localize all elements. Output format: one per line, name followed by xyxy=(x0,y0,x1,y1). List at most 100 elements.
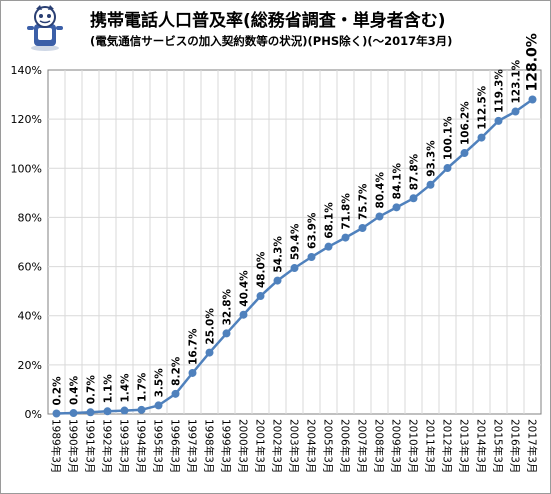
data-point xyxy=(358,223,367,232)
y-tick-label: 140% xyxy=(11,64,42,77)
x-tick-label: 2002年3月 xyxy=(271,419,284,473)
chart-subtitle: (電気通信サービスの加入契約数等の状況)(PHS除く)(〜2017年3月) xyxy=(90,34,453,48)
data-label: 68.1% xyxy=(324,202,336,239)
data-label: 59.4% xyxy=(290,223,302,260)
data-label: 32.8% xyxy=(222,288,234,325)
data-point xyxy=(137,405,146,414)
x-tick-label: 1993年3月 xyxy=(118,419,131,473)
y-tick-label: 100% xyxy=(11,162,42,175)
data-label: 0.4% xyxy=(69,375,81,405)
data-point xyxy=(460,149,469,158)
y-tick-label: 40% xyxy=(18,310,42,323)
data-point xyxy=(511,107,520,116)
y-tick-label: 60% xyxy=(18,261,42,274)
data-point xyxy=(494,116,503,125)
data-point xyxy=(205,348,214,357)
y-tick-label: 0% xyxy=(25,408,42,421)
data-point xyxy=(256,292,265,301)
x-tick-label: 1997年3月 xyxy=(186,419,199,473)
data-label: 25.0% xyxy=(205,308,217,345)
x-tick-label: 2004年3月 xyxy=(305,419,318,473)
data-label: 3.5% xyxy=(154,368,166,398)
data-point xyxy=(392,203,401,212)
data-label: 1.1% xyxy=(103,374,115,404)
data-label: 75.7% xyxy=(358,183,370,220)
data-point xyxy=(375,212,384,221)
data-point xyxy=(290,264,299,273)
data-label: 40.4% xyxy=(239,270,251,307)
x-tick-label: 2007年3月 xyxy=(356,419,369,473)
data-point xyxy=(324,242,333,251)
x-tick-label: 2010年3月 xyxy=(407,419,420,473)
data-label: 106.2% xyxy=(460,101,472,145)
data-label: 84.1% xyxy=(392,162,404,199)
x-tick-label: 2017年3月 xyxy=(526,419,539,473)
data-label: 119.3% xyxy=(494,69,506,113)
data-point xyxy=(409,194,418,203)
x-tick-label: 1992年3月 xyxy=(101,419,114,473)
data-point xyxy=(69,409,78,418)
x-tick-label: 1991年3月 xyxy=(84,419,97,473)
data-point xyxy=(120,406,129,415)
data-label: 63.9% xyxy=(307,212,319,249)
x-tick-label: 2003年3月 xyxy=(288,419,301,473)
data-label: 87.8% xyxy=(409,153,421,190)
x-tick-label: 1995年3月 xyxy=(152,419,165,473)
x-tick-label: 2011年3月 xyxy=(424,419,437,473)
x-tick-label: 1994年3月 xyxy=(135,419,148,473)
data-point xyxy=(307,252,316,261)
data-point xyxy=(273,276,282,285)
x-tick-label: 2008年3月 xyxy=(373,419,386,473)
data-label: 93.3% xyxy=(426,140,438,177)
x-tick-label: 2016年3月 xyxy=(509,419,522,473)
data-label: 0.7% xyxy=(86,375,98,405)
data-label: 71.8% xyxy=(341,193,353,230)
y-tick-label: 20% xyxy=(18,359,42,372)
data-label: 1.4% xyxy=(120,373,132,403)
data-label: 8.2% xyxy=(171,356,183,386)
x-tick-label: 1990年3月 xyxy=(67,419,80,473)
x-tick-label: 1989年3月 xyxy=(50,419,63,473)
x-tick-label: 2014年3月 xyxy=(475,419,488,473)
x-tick-label: 2015年3月 xyxy=(492,419,505,473)
data-label: 80.4% xyxy=(375,172,387,209)
x-tick-label: 1998年3月 xyxy=(203,419,216,473)
data-point xyxy=(341,233,350,242)
data-point xyxy=(171,389,180,398)
data-point xyxy=(222,329,231,338)
data-label: 1.7% xyxy=(137,372,149,402)
x-tick-label: 2001年3月 xyxy=(254,419,267,473)
data-point xyxy=(477,133,486,142)
data-point xyxy=(86,408,95,417)
data-point xyxy=(52,409,61,418)
x-tick-label: 1999年3月 xyxy=(220,419,233,473)
data-label: 48.0% xyxy=(256,251,268,288)
data-point xyxy=(103,407,112,416)
data-point xyxy=(188,368,197,377)
data-point xyxy=(528,95,537,104)
data-point xyxy=(239,310,248,319)
data-point xyxy=(154,401,163,410)
y-tick-label: 80% xyxy=(18,211,42,224)
data-label: 123.1% xyxy=(511,59,523,103)
data-label: 128.0% xyxy=(525,33,541,91)
data-label: 16.7% xyxy=(188,328,200,365)
x-tick-label: 2009年3月 xyxy=(390,419,403,473)
data-point xyxy=(443,164,452,173)
mascot-logo-icon xyxy=(27,5,63,51)
data-label: 0.2% xyxy=(52,376,64,406)
x-tick-label: 2006年3月 xyxy=(339,419,352,473)
data-label: 100.1% xyxy=(443,116,455,160)
x-tick-label: 2012年3月 xyxy=(441,419,454,473)
data-label: 54.3% xyxy=(273,236,285,273)
chart-title: 携帯電話人口普及率(総務省調査・単身者含む) xyxy=(90,11,446,31)
x-tick-label: 2013年3月 xyxy=(458,419,471,473)
x-tick-label: 2000年3月 xyxy=(237,419,250,473)
plot-area xyxy=(47,69,542,415)
x-tick-label: 1996年3月 xyxy=(169,419,182,473)
data-point xyxy=(426,180,435,189)
data-label: 112.5% xyxy=(477,85,489,129)
x-tick-label: 2005年3月 xyxy=(322,419,335,473)
y-tick-label: 120% xyxy=(11,113,42,126)
